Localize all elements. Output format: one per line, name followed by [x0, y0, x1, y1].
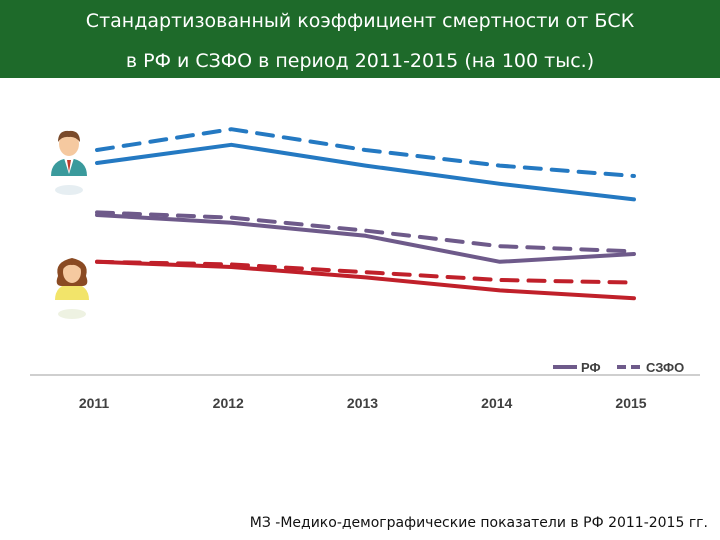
series-line-total-rf — [95, 213, 636, 264]
x-tick-label: 2011 — [79, 395, 110, 411]
x-tick-label: 2012 — [213, 395, 244, 411]
x-tick-label: 2014 — [481, 395, 512, 411]
line-chart: 2011 2012 2013 2014 2015 РФ СЗФО — [30, 127, 700, 411]
chart-title-line-2: в РФ и СЗФО в период 2011-2015 (на 100 т… — [125, 50, 595, 72]
female-person-icon — [55, 258, 89, 319]
legend-label: РФ — [581, 360, 601, 375]
series-line-female-szfo — [95, 259, 636, 285]
source-note: МЗ -Медико-демографические показатели в … — [249, 515, 708, 531]
x-tick-label: 2015 — [615, 395, 646, 411]
series-line-male-szfo — [95, 127, 636, 178]
series-line-female-rf — [95, 259, 636, 301]
x-tick-label: 2013 — [347, 395, 378, 411]
male-person-icon — [51, 130, 87, 195]
chart-title-line-1: Стандартизованный коэффициент смертности… — [85, 10, 635, 32]
series-line-total-szfo — [95, 210, 636, 254]
title-banner: Стандартизованный коэффициент смертности… — [0, 0, 720, 78]
series-line-male-rf — [95, 142, 636, 202]
legend-label: СЗФО — [646, 360, 684, 375]
